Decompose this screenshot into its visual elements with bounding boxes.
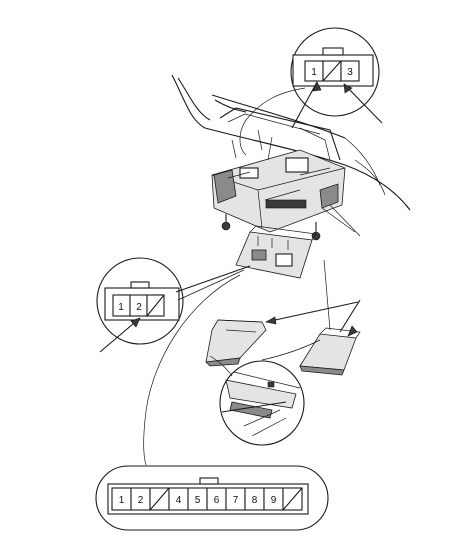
bottom-pin-9: 9 [271, 495, 277, 506]
bottom-pin-empty-slash [282, 487, 303, 511]
overhead-console [211, 129, 361, 241]
roof-headliner [171, 74, 411, 211]
bottom-connector: 1 2 4 5 6 7 8 9 [107, 477, 309, 515]
top-connector-callout: 1 3 [290, 27, 383, 129]
bottom-pin-empty-slash [149, 487, 170, 511]
top-pin-1: 1 [311, 67, 317, 78]
bottom-pin-7: 7 [233, 495, 239, 506]
map-light-housing [235, 225, 317, 279]
bottom-connector-callout: 1 2 4 5 6 7 8 9 [95, 465, 329, 531]
left-pin-1: 1 [118, 302, 124, 313]
right-lens-cover [299, 327, 361, 376]
bottom-pin-6: 6 [214, 495, 220, 506]
bottom-pin-5: 5 [195, 495, 201, 506]
left-connector: 1 2 [104, 281, 180, 321]
left-pin-2: 2 [136, 302, 142, 313]
bottom-pin-8: 8 [252, 495, 258, 506]
bottom-pin-2: 2 [138, 495, 144, 506]
left-lens-cover [205, 319, 267, 367]
top-connector: 1 3 [292, 47, 374, 87]
bottom-pin-4: 4 [176, 495, 182, 506]
bottom-pin-1: 1 [119, 495, 125, 506]
left-connector-callout: 1 2 [96, 257, 184, 353]
top-pin-3: 3 [347, 67, 353, 78]
clip-detail-callout [219, 360, 305, 446]
